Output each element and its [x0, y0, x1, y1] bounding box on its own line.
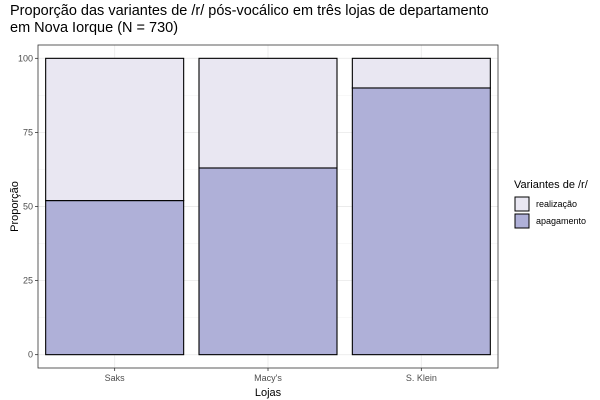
legend-label-apagamento: apagamento: [536, 216, 586, 226]
legend-label-realização: realização: [536, 199, 577, 209]
bar-apagamento: [45, 200, 185, 356]
legend-key-apagamento: [514, 213, 530, 229]
legend: Variantes de /r/ realização apagamento: [514, 179, 589, 229]
bar-realização: [198, 57, 338, 169]
legend-title: Variantes de /r/: [514, 179, 589, 191]
x-tick-label: Saks: [105, 373, 126, 383]
x-axis-title: Lojas: [255, 387, 282, 399]
y-tick-label: 100: [18, 53, 33, 63]
x-tick-label: Macy's: [254, 373, 282, 383]
y-tick-label: 0: [28, 350, 33, 360]
y-axis: 0 25 50 75 100: [18, 53, 38, 360]
y-tick-label: 25: [23, 276, 33, 286]
y-tick-label: 75: [23, 127, 33, 137]
bars: [45, 57, 491, 356]
chart-title: Proporção das variantes de /r/ pós-vocál…: [10, 3, 489, 36]
bar-realização: [351, 57, 491, 89]
y-tick-label: 50: [23, 202, 33, 212]
x-tick-label: S. Klein: [406, 373, 437, 383]
bar-realização: [45, 57, 185, 202]
bar-apagamento: [351, 87, 491, 356]
y-axis-title: Proporção: [9, 181, 21, 232]
x-axis: Saks Macy's S. Klein: [105, 368, 437, 383]
bar-apagamento: [198, 167, 338, 356]
legend-key-realização: [514, 196, 530, 212]
